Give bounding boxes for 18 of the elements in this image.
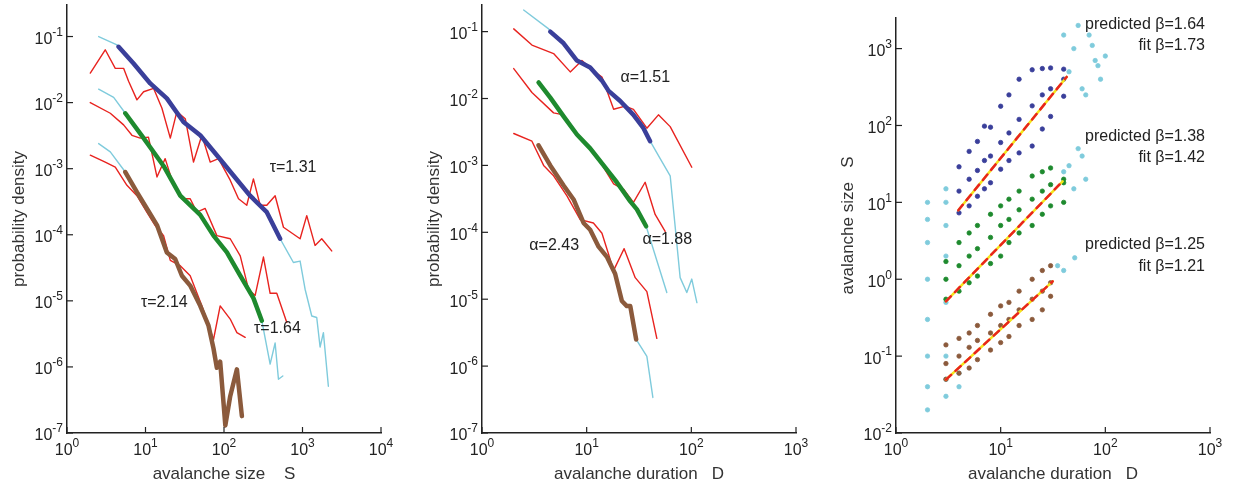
annotation: fit β=1.73 xyxy=(1138,35,1206,53)
y-axis-title: avalanche size S xyxy=(837,156,857,295)
annotation: α=1.88 xyxy=(642,229,693,247)
annotation: τ=1.31 xyxy=(269,158,317,176)
annotation: fit β=1.42 xyxy=(1138,147,1206,165)
x-axis-title: avalanche size S xyxy=(152,464,296,484)
annotation: predicted β=1.25 xyxy=(1085,235,1206,253)
annotation: α=1.51 xyxy=(620,68,671,86)
x-axis-title: avalanche duration D xyxy=(553,464,725,484)
annotation: fit β=1.21 xyxy=(1138,257,1206,275)
annotation: predicted β=1.38 xyxy=(1085,126,1206,144)
annotation: predicted β=1.64 xyxy=(1085,15,1206,33)
x-axis-title: avalanche duration D xyxy=(967,464,1139,484)
y-axis-title: probability density xyxy=(423,150,443,288)
annotation: τ=2.14 xyxy=(140,292,188,310)
y-axis-title: probability density xyxy=(8,150,28,288)
annotation: τ=1.64 xyxy=(253,318,301,336)
annotation: α=2.43 xyxy=(529,236,580,254)
